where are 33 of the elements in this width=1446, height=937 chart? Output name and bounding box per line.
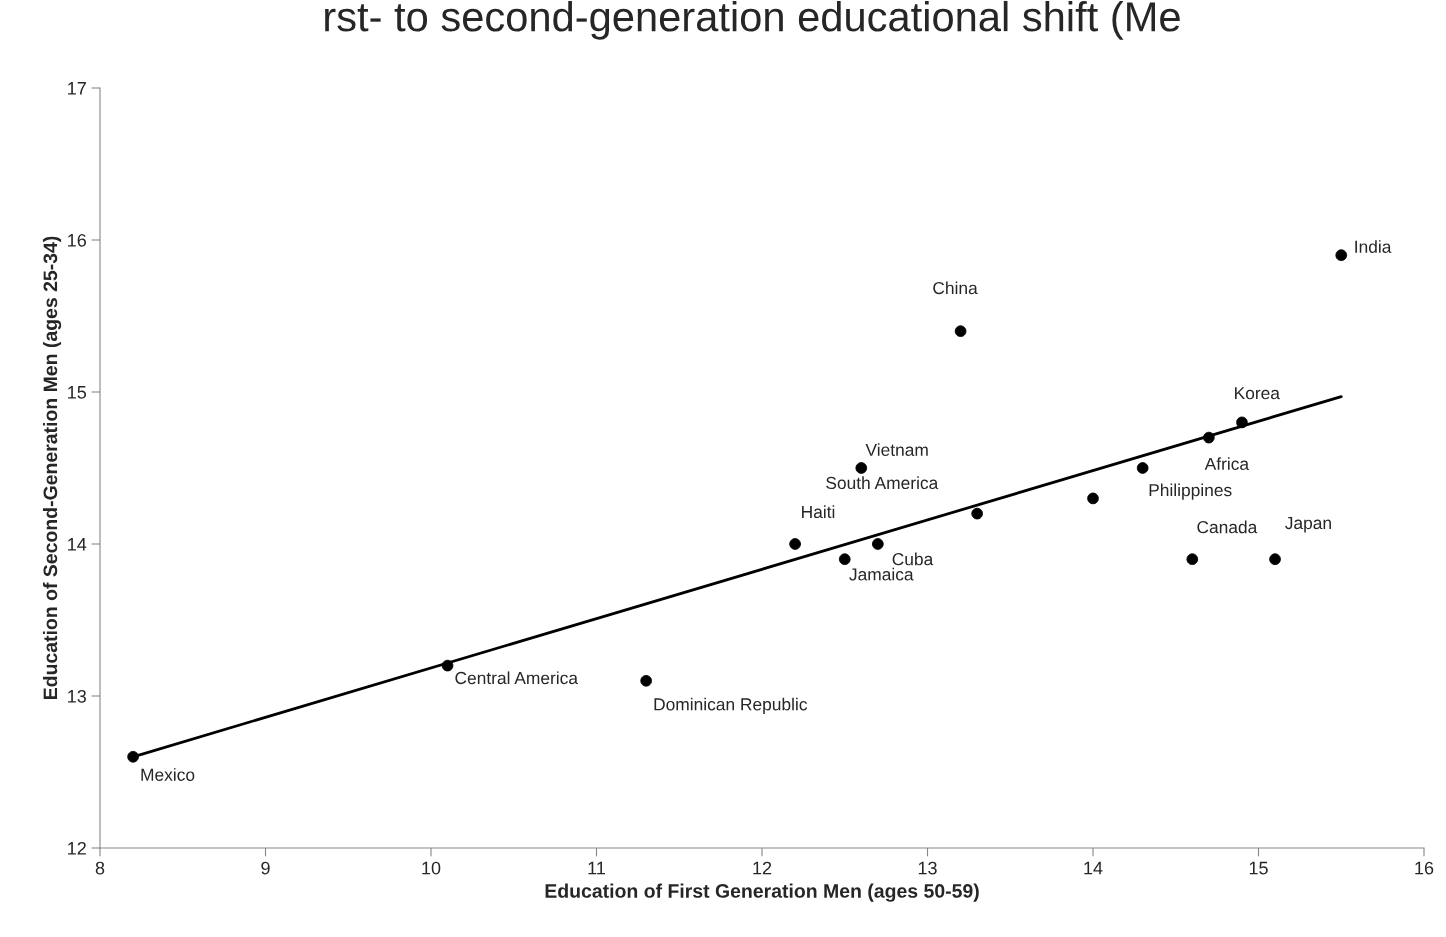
- annotation: Korea: [1235, 387, 1280, 400]
- x-axis-title: Education of First Generation Men (ages 50-59): [545, 883, 979, 902]
- chart-title: rst- to second-generation educational shift (Me: [325, 0, 1180, 40]
- annotation: Japan: [1285, 517, 1331, 533]
- y-tick-label: 17: [68, 82, 86, 95]
- annotation: Philippines: [1149, 483, 1232, 500]
- annotation: China: [933, 281, 978, 295]
- y-tick-label: 16: [68, 233, 87, 247]
- annotation: Canada: [1197, 520, 1258, 534]
- x-tick-label: 9: [261, 861, 270, 875]
- annotation: Mexico: [141, 768, 195, 781]
- annotation: Jamaica: [849, 567, 914, 581]
- x-tick-label: 8: [95, 861, 105, 875]
- annotation: Haiti: [802, 505, 835, 519]
- y-axis-title: Education of Second-Generation Men (ages 25-34): [42, 236, 62, 699]
- x-tick-label: 13: [918, 861, 937, 875]
- x-tick-label: 12: [753, 861, 772, 875]
- x-tick-label: 16: [1415, 861, 1434, 875]
- y-tick-label: 12: [68, 841, 86, 855]
- x-tick-label: 11: [588, 861, 605, 875]
- annotation: Cuba: [892, 552, 934, 566]
- annotation: Dominican Republic: [654, 697, 808, 714]
- annotation: Africa: [1204, 457, 1250, 471]
- y-tick-label: 13: [68, 689, 87, 703]
- annotation: India: [1355, 240, 1392, 253]
- y-tick-label: 14: [68, 538, 87, 551]
- x-tick-label: 10: [422, 861, 441, 875]
- x-tick-label: 15: [1249, 861, 1268, 875]
- annotation: South America: [826, 476, 939, 490]
- y-tick-label: 15: [68, 386, 87, 399]
- annotation: Vietnam: [865, 443, 928, 456]
- annotation: Central America: [455, 671, 578, 685]
- x-tick-label: 14: [1084, 861, 1103, 875]
